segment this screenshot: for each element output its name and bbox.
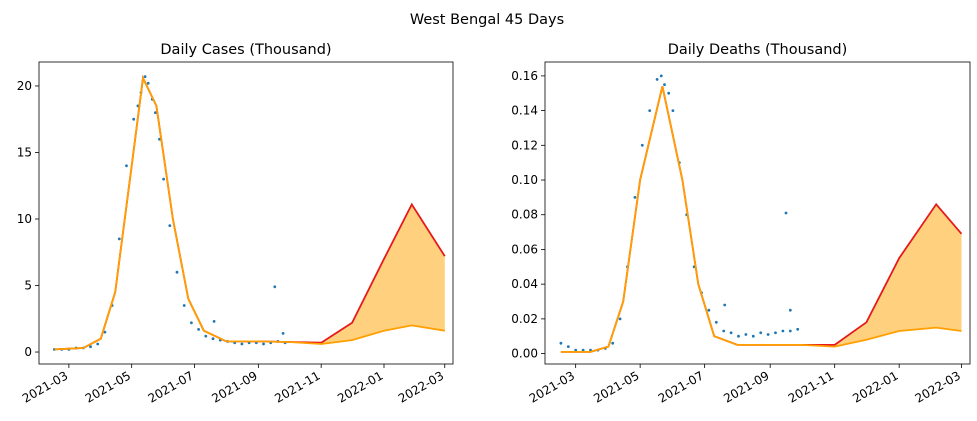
uncertainty-band [560,86,962,352]
data-point [723,303,727,307]
x-tick-label: 2021-07 [656,368,706,405]
data-point [788,308,792,312]
y-tick-label: 0.06 [511,242,538,256]
data-point [158,137,161,141]
y-tick-label: 0.04 [511,277,538,291]
x-tick-label: 2022-01 [335,368,385,405]
data-point [574,348,578,352]
fit-line [560,86,962,353]
x-tick-label: 2021-09 [209,368,259,405]
data-point [744,333,748,336]
y-tick-label: 0.14 [511,104,538,118]
data-point [559,341,563,345]
y-tick-label: 5 [24,279,32,293]
data-point [751,334,755,338]
x-tick-label: 2022-03 [913,368,963,405]
data-point [96,342,100,346]
data-point [737,334,740,338]
data-point [796,327,800,331]
data-point [714,320,718,324]
x-tick-label: 2021-03 [527,368,577,405]
data-point [618,317,622,321]
data-point [566,345,570,348]
data-point [190,321,193,325]
y-tick-label: 0.10 [511,173,538,187]
x-tick-label: 2021-11 [786,368,836,405]
deaths-chart: Daily Deaths (Thousand) 0.00 0.02 0.04 0.06 0… [511,42,971,406]
x-tick-label: 2021-11 [272,368,322,405]
y-tick-label: 20 [17,79,32,93]
data-point [774,331,777,335]
data-point [655,78,659,81]
data-point [766,333,770,336]
data-point [154,111,157,114]
cases-chart: Daily Cases (Thousand) 0 5 10 15 20 2021-03 202… [17,42,454,406]
data-point [781,329,785,333]
data-point [197,328,201,331]
data-point [182,304,186,307]
x-tick-label: 2021-09 [721,368,771,405]
x-tick-label: 2021-05 [591,368,641,405]
plot-frame [38,61,454,365]
data-point [640,143,644,147]
data-point [671,109,675,112]
data-point [648,109,652,112]
data-point [273,285,277,289]
y-tick-label: 0.08 [511,208,538,222]
data-point [633,196,637,199]
data-point [175,270,179,274]
data-point [204,334,208,338]
data-point [281,332,285,335]
data-point [667,91,671,95]
y-tick-label: 0.16 [511,69,538,83]
y-tick-label: 0 [24,345,32,359]
data-point [611,341,615,345]
data-point [168,224,172,228]
data-point [581,348,585,352]
data-point [659,74,663,78]
data-point [707,308,711,312]
data-point [89,345,92,349]
chart-title: Daily Cases (Thousand) [160,42,331,58]
data-point [117,237,121,241]
data-point [132,117,136,121]
x-tick-label: 2021-03 [20,368,70,405]
x-tick-label: 2022-01 [850,368,900,405]
uncertainty-band [54,78,445,350]
y-tick-label: 0.02 [511,312,538,326]
data-point [146,81,150,85]
y-tick-label: 0.12 [511,138,538,152]
figure-title: West Bengal 45 Days [410,12,564,28]
fit-line [54,74,445,351]
x-tick-label: 2021-05 [83,368,133,405]
data-point [211,337,215,341]
y-tick-label: 10 [17,212,32,226]
data-point [240,342,244,346]
data-point [722,329,726,333]
y-tick-label: 0.00 [511,347,538,361]
x-tick-label: 2021-07 [146,368,196,405]
data-point [784,211,788,215]
data-point [162,177,166,181]
data-point [262,342,265,346]
data-point [143,75,147,78]
x-tick-label: 2022-03 [396,368,446,405]
data-point [788,329,792,333]
data-point [729,331,733,335]
data-point [663,83,666,86]
chart-title: Daily Deaths (Thousand) [668,42,848,58]
data-point [103,330,107,334]
plot-frame [544,61,971,365]
y-tick-label: 15 [17,145,32,159]
data-point [125,164,128,168]
data-point [759,331,763,335]
data-point [212,320,216,323]
